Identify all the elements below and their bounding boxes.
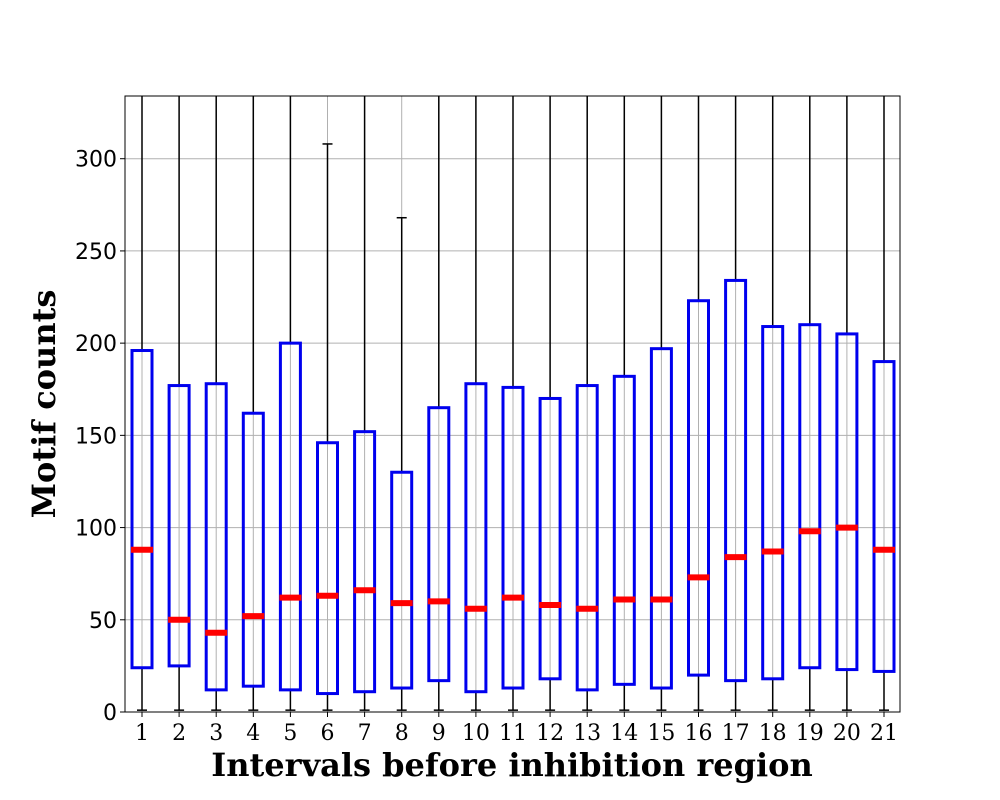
x-tick-label: 12 [536,721,564,746]
box [575,384,599,692]
x-tick-label: 6 [321,721,335,746]
box [278,341,302,692]
boxes [130,96,896,711]
x-tick-label: 7 [358,721,372,746]
box [167,384,191,668]
y-tick-label: 200 [75,332,117,357]
x-tick-label: 10 [462,721,490,746]
box [761,325,785,681]
x-tick-label: 21 [870,721,898,746]
box [130,349,154,670]
box [316,441,339,696]
y-axis-label: Motif counts [25,290,63,519]
y-tick-label: 150 [75,424,117,449]
y-tick-label: 100 [75,517,117,542]
x-tick-label: 9 [432,721,446,746]
x-ticks: 1 2 3 4 5 6 7 8 9 10 11 12 13 14 15 16 17 18 19 20 21 [135,712,898,746]
y-ticks: 0 50 100 150 200 250 300 [75,148,125,726]
box [390,470,414,690]
x-tick-label: 17 [722,721,750,746]
box [204,382,228,692]
y-tick-label: 250 [75,240,117,265]
box [464,382,488,694]
y-tick-label: 50 [89,609,117,634]
box [649,347,673,690]
x-tick-label: 19 [796,721,824,746]
x-tick-label: 2 [172,721,186,746]
box [612,374,636,686]
x-tick-label: 8 [395,721,409,746]
box [724,278,748,683]
y-tick-label: 0 [103,701,117,726]
box [427,406,451,683]
box [538,396,562,681]
x-tick-label: 3 [209,721,223,746]
x-tick-label: 18 [759,721,787,746]
box [501,385,525,690]
box [798,323,822,670]
x-tick-label: 15 [647,721,675,746]
x-tick-label: 20 [833,721,861,746]
box [353,430,377,694]
x-tick-label: 14 [610,721,638,746]
y-tick-label: 300 [75,148,117,173]
box [687,299,710,677]
x-tick-label: 5 [283,721,297,746]
x-tick-label: 13 [573,721,601,746]
x-tick-label: 16 [685,721,713,746]
x-axis-label: Intervals before inhibition region [211,746,813,784]
box [241,411,265,688]
x-tick-label: 11 [499,721,527,746]
box [872,360,896,673]
box [835,332,859,672]
x-tick-label: 4 [246,721,260,746]
x-tick-label: 1 [135,721,149,746]
